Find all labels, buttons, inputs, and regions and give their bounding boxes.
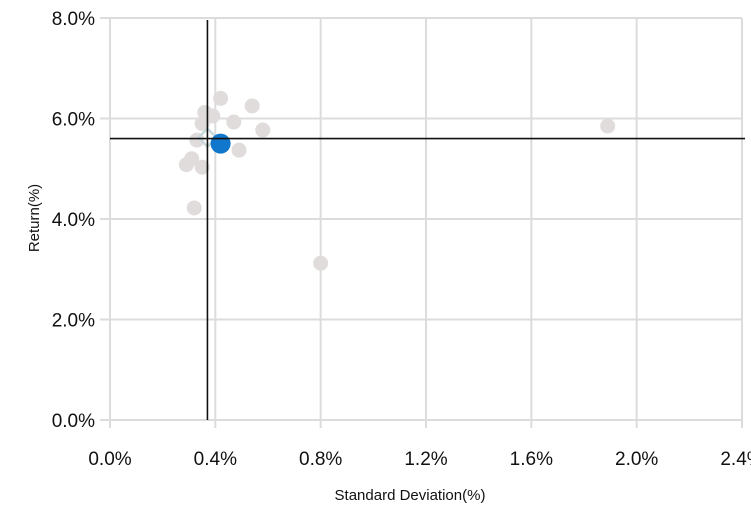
data-point bbox=[313, 255, 329, 271]
data-point bbox=[205, 108, 221, 124]
y-tick-label: 6.0% bbox=[52, 110, 95, 131]
data-point bbox=[255, 122, 271, 138]
data-point bbox=[244, 98, 260, 114]
data-point bbox=[226, 114, 242, 130]
y-tick-label: 8.0% bbox=[52, 9, 95, 30]
crosshair bbox=[110, 20, 745, 420]
data-point bbox=[231, 142, 247, 158]
y-tick-label: 4.0% bbox=[52, 210, 95, 231]
x-tick-label: 0.0% bbox=[88, 449, 131, 470]
data-point bbox=[213, 90, 229, 106]
data-point bbox=[178, 157, 194, 173]
x-tick-label: 2.0% bbox=[615, 449, 658, 470]
grid bbox=[100, 17, 743, 428]
data-point bbox=[186, 200, 202, 216]
highlighted-point bbox=[210, 133, 231, 154]
y-tick-label: 0.0% bbox=[52, 411, 95, 432]
y-axis-ticks: 0.0% 2.0% 4.0% 6.0% 8.0% bbox=[52, 9, 95, 432]
y-tick-label: 2.0% bbox=[52, 311, 95, 332]
x-axis-ticks: 0.0% 0.4% 0.8% 1.2% 1.6% 2.0% 2.4% bbox=[88, 449, 751, 470]
x-tick-label: 2.4% bbox=[720, 449, 751, 470]
x-axis-title: Standard Deviation(%) bbox=[335, 487, 486, 504]
x-tick-label: 1.6% bbox=[510, 449, 553, 470]
data-point bbox=[600, 118, 616, 134]
data-point bbox=[194, 159, 210, 175]
y-axis-title: Return(%) bbox=[26, 184, 43, 252]
x-tick-label: 1.2% bbox=[404, 449, 447, 470]
x-tick-label: 0.8% bbox=[299, 449, 342, 470]
data-point bbox=[194, 116, 210, 132]
x-tick-label: 0.4% bbox=[194, 449, 237, 470]
